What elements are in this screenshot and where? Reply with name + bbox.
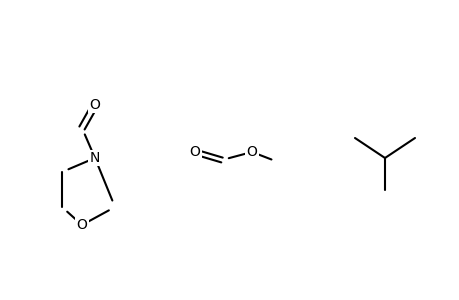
Text: O: O (246, 145, 257, 159)
Text: N: N (90, 151, 100, 165)
Text: O: O (189, 145, 200, 159)
Text: O: O (90, 98, 100, 112)
Text: O: O (76, 218, 87, 232)
